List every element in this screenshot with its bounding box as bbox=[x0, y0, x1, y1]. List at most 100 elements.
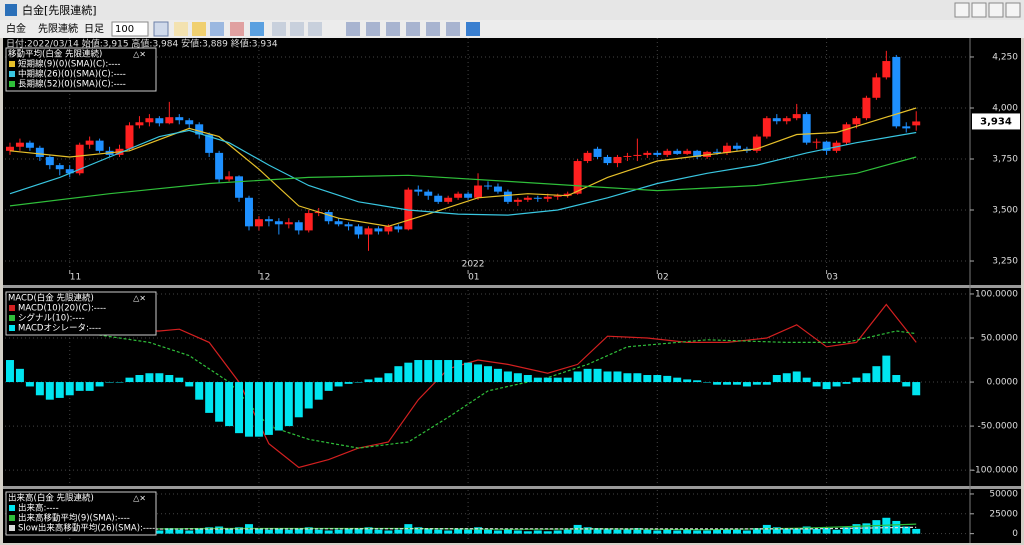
bar bbox=[304, 527, 313, 534]
bar bbox=[294, 382, 303, 418]
candle-body bbox=[732, 145, 741, 149]
candle-body bbox=[374, 228, 383, 232]
tool-icon[interactable] bbox=[153, 21, 169, 37]
bar bbox=[493, 530, 502, 534]
bar bbox=[752, 382, 761, 385]
candle-body bbox=[185, 120, 194, 125]
bar bbox=[85, 382, 94, 391]
bar bbox=[892, 375, 901, 383]
count-input[interactable] bbox=[111, 21, 149, 37]
bar bbox=[115, 382, 124, 383]
bar bbox=[683, 379, 692, 383]
bar bbox=[195, 528, 204, 534]
candle-body bbox=[533, 197, 542, 199]
bar bbox=[394, 366, 403, 383]
candle-body bbox=[75, 144, 84, 174]
bar bbox=[653, 375, 662, 383]
bar bbox=[812, 528, 821, 534]
tool-icon[interactable] bbox=[308, 22, 322, 36]
legend-icons: △× bbox=[133, 294, 146, 303]
tool-icon[interactable] bbox=[250, 22, 264, 36]
legend-entry: 長期線(52)(0)(SMA)(C):---- bbox=[18, 79, 126, 90]
close-button[interactable] bbox=[1005, 2, 1021, 18]
bar bbox=[603, 528, 612, 534]
candle-body bbox=[205, 134, 214, 153]
bar bbox=[593, 368, 602, 383]
candle-body bbox=[384, 226, 393, 232]
restore-button[interactable] bbox=[988, 2, 1004, 18]
tool-icon[interactable] bbox=[290, 22, 304, 36]
bar bbox=[165, 528, 174, 534]
legend-box bbox=[5, 47, 157, 92]
tool-icon[interactable] bbox=[386, 22, 400, 36]
bar bbox=[384, 373, 393, 383]
candle-body bbox=[583, 152, 592, 162]
contract-label[interactable]: 先限連続 bbox=[38, 22, 78, 35]
candle-body bbox=[782, 118, 791, 122]
bar bbox=[105, 382, 114, 383]
tool-icon[interactable] bbox=[174, 22, 188, 36]
tool-icon[interactable] bbox=[406, 22, 420, 36]
minimize-button[interactable] bbox=[954, 2, 970, 18]
bar bbox=[394, 529, 403, 534]
bar bbox=[274, 528, 283, 534]
window-controls[interactable] bbox=[954, 2, 1021, 18]
candle-body bbox=[65, 169, 74, 174]
candle-body bbox=[135, 122, 144, 126]
bar bbox=[464, 529, 473, 534]
bar bbox=[254, 382, 263, 437]
tool-icon[interactable] bbox=[210, 22, 224, 36]
bar bbox=[723, 528, 731, 534]
bar bbox=[872, 520, 881, 534]
bar bbox=[135, 375, 144, 383]
bar bbox=[175, 529, 184, 534]
tool-icon[interactable] bbox=[446, 22, 460, 36]
period-label[interactable]: 日足 bbox=[84, 23, 104, 35]
x-tick-label: 03 bbox=[827, 273, 838, 283]
bar bbox=[663, 529, 672, 534]
series-line bbox=[9, 129, 917, 216]
candle-body bbox=[593, 148, 602, 157]
bar bbox=[225, 382, 234, 427]
bar bbox=[215, 526, 224, 534]
symbol-label[interactable]: 白金 bbox=[6, 22, 26, 35]
bar bbox=[842, 527, 851, 534]
bar bbox=[703, 382, 712, 383]
bar bbox=[703, 530, 712, 534]
legend-swatch bbox=[9, 305, 15, 311]
bar bbox=[822, 528, 831, 534]
tool-icon[interactable] bbox=[366, 22, 380, 36]
bar bbox=[464, 362, 473, 383]
bar bbox=[772, 375, 781, 383]
tool-icon[interactable] bbox=[230, 22, 244, 36]
candle-body bbox=[274, 221, 283, 225]
count-value[interactable]: 100 bbox=[115, 24, 134, 35]
tool-icon[interactable] bbox=[346, 22, 360, 36]
candle-body bbox=[414, 189, 423, 192]
bar bbox=[812, 382, 821, 387]
bar bbox=[254, 528, 263, 534]
legend-title: 出来高(白金 先限連続) bbox=[8, 493, 94, 504]
y-tick-label: 0 bbox=[1012, 529, 1018, 539]
legend-swatch bbox=[9, 81, 15, 87]
bar bbox=[802, 377, 811, 383]
tool-icon[interactable] bbox=[466, 22, 480, 36]
candle-body bbox=[812, 141, 821, 143]
bar bbox=[673, 377, 682, 383]
candle-body bbox=[842, 124, 851, 143]
bar bbox=[643, 529, 652, 534]
maximize-button[interactable] bbox=[971, 2, 987, 18]
toolbar-icons[interactable] bbox=[153, 21, 480, 37]
bar bbox=[25, 382, 34, 387]
y-tick-label: 3,250 bbox=[992, 257, 1018, 267]
tool-icon[interactable] bbox=[192, 22, 206, 36]
candle-body bbox=[245, 197, 253, 227]
tool-icon[interactable] bbox=[426, 22, 440, 36]
y-tick-label: 4,000 bbox=[992, 103, 1018, 113]
tool-icon[interactable] bbox=[272, 22, 286, 36]
y-tick-label: 3,500 bbox=[992, 206, 1018, 216]
candle-body bbox=[35, 147, 44, 157]
candle-body bbox=[45, 156, 54, 166]
bar bbox=[643, 375, 652, 383]
